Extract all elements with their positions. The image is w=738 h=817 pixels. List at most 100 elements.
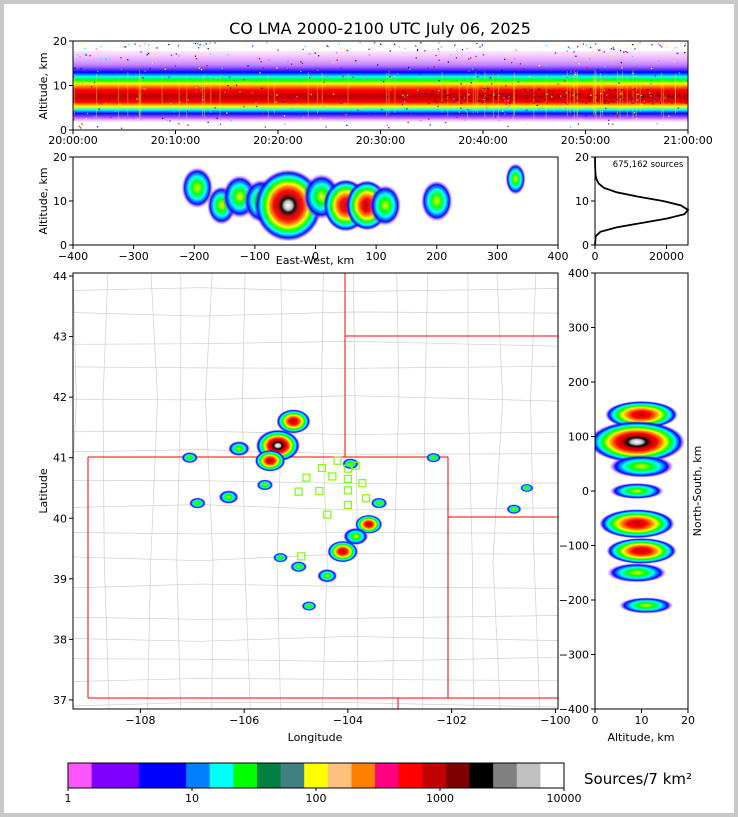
ew-cluster [420, 180, 453, 222]
colorbar-cell [280, 763, 305, 788]
th-speck [629, 101, 631, 103]
plan-cluster [343, 527, 369, 546]
th-core-speck [632, 102, 635, 104]
pv-xtick-label: −108 [125, 714, 155, 727]
th-xtick-label: 20:20:00 [253, 134, 302, 147]
th-speck [105, 103, 107, 105]
th-speck [195, 87, 198, 89]
th-speck [505, 85, 507, 87]
station-marker [333, 456, 342, 465]
th-speck [144, 43, 146, 45]
th-speck [98, 108, 100, 110]
th-speck [222, 73, 224, 75]
th-speck [178, 123, 180, 125]
th-speck [429, 124, 431, 126]
ns-cluster [618, 597, 674, 614]
th-speck [89, 59, 91, 62]
th-speck [671, 100, 673, 102]
th-speck [140, 51, 142, 53]
th-speck [442, 83, 444, 86]
th-speck [210, 53, 212, 55]
th-core-speck [558, 89, 561, 91]
th-core-speck [510, 96, 513, 99]
th-speck [120, 68, 123, 71]
th-speck [229, 76, 231, 78]
ew-cluster [369, 184, 402, 226]
ns-height-panel: 0 10 20 −400 −300 −200 −100 0 100 200 300 400 Altit… [559, 267, 704, 744]
th-core-speck [538, 101, 541, 103]
th-speck [619, 49, 622, 52]
th-speck [548, 78, 550, 80]
th-speck [464, 119, 467, 121]
th-speck [631, 102, 633, 104]
th-speck [136, 98, 138, 100]
th-speck [388, 127, 390, 129]
th-speck [437, 90, 440, 92]
th-speck [590, 94, 592, 96]
th-speck [120, 57, 122, 59]
th-speck [604, 65, 606, 68]
th-speck [276, 67, 278, 69]
th-speck [389, 76, 391, 78]
th-speck [610, 57, 612, 60]
ew-ytick-label: 10 [53, 195, 67, 208]
ns-cluster [606, 537, 677, 564]
th-speck [402, 94, 404, 96]
th-speck [504, 113, 506, 115]
th-speck [290, 63, 293, 65]
th-speck [309, 76, 311, 79]
th-core-speck [588, 100, 591, 102]
th-speck [147, 44, 150, 46]
th-speck [144, 88, 147, 91]
th-speck [494, 116, 497, 118]
th-speck [355, 60, 357, 62]
ns-ytick-label: 200 [568, 376, 589, 389]
plan-cluster [506, 504, 522, 515]
plan-cluster [218, 490, 239, 504]
th-speck [676, 62, 679, 65]
th-core-speck [478, 99, 481, 102]
th-speck [243, 79, 245, 81]
colorbar-label: Sources/7 km² [584, 770, 692, 788]
plan-cluster [342, 458, 359, 470]
ns-ytick-label: −200 [559, 594, 589, 607]
plan-view-clusters [181, 409, 534, 612]
county-line-h [73, 504, 558, 511]
th-core-speck [566, 103, 569, 105]
histogram-line [594, 156, 690, 246]
th-speck [93, 116, 96, 118]
th-speck [475, 55, 477, 58]
th-speck [442, 98, 444, 100]
th-speck [296, 103, 298, 105]
ew-xtick-label: −100 [240, 250, 270, 263]
th-speck [650, 67, 653, 70]
th-speck [126, 46, 128, 49]
th-speck [662, 42, 665, 45]
th-speck [291, 107, 293, 109]
th-speck [656, 122, 658, 125]
th-speck [197, 42, 199, 45]
source-count-label: 675,162 sources [613, 160, 684, 170]
th-speck [465, 111, 467, 113]
th-speck [123, 119, 125, 122]
ns-ytick-label: −400 [559, 703, 589, 716]
th-speck [326, 45, 328, 47]
th-speck [368, 54, 371, 56]
colorbar-cell [398, 763, 423, 788]
th-speck [284, 123, 286, 125]
th-speck [193, 42, 195, 44]
th-speck [590, 46, 592, 49]
ns-xtick-label: 20 [681, 714, 695, 727]
th-core-speck [603, 102, 606, 104]
th-speck [615, 99, 617, 101]
th-speck [340, 102, 342, 104]
th-speck [640, 94, 643, 97]
th-speck [684, 52, 686, 54]
th-speck [489, 77, 491, 79]
th-speck [382, 80, 385, 83]
th-speck [572, 88, 574, 91]
th-speck [677, 52, 679, 55]
th-speck [270, 94, 272, 96]
th-speck [264, 126, 267, 128]
th-speck [83, 53, 86, 55]
